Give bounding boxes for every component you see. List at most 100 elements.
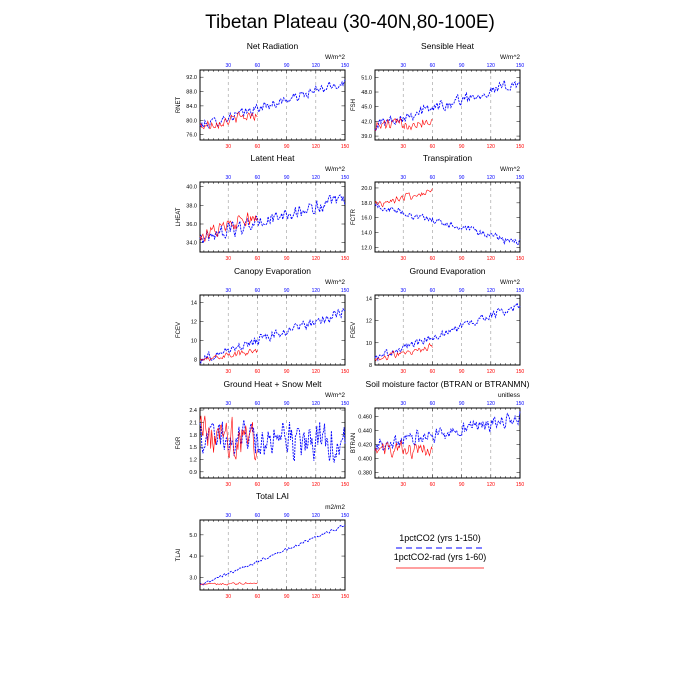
- x-tick-label-bottom: 150: [341, 369, 350, 375]
- series-line-1pctCO2: [199, 307, 346, 364]
- x-tick-label-bottom: 120: [487, 256, 496, 262]
- y-tick-label: 0.400: [358, 456, 372, 462]
- x-tick-label-top: 30: [225, 288, 231, 294]
- y-tick-label: 14.0: [361, 231, 372, 237]
- panel-title: Canopy Evaporation: [234, 266, 311, 276]
- x-tick-label-bottom: 150: [341, 482, 350, 488]
- x-tick-label-top: 120: [312, 175, 321, 181]
- y-tick-label: 1.2: [189, 457, 197, 463]
- y-tick-label: 76.0: [186, 133, 197, 139]
- y-axis-label: BTRAN: [351, 433, 357, 453]
- plot-frame: [374, 69, 521, 141]
- series-line-1pctCO2-rad: [374, 188, 433, 208]
- x-tick-label-bottom: 60: [255, 369, 261, 375]
- x-tick-label-bottom: 150: [516, 369, 525, 375]
- x-tick-label-bottom: 120: [312, 594, 321, 600]
- y-axis-label: FCTR: [351, 208, 357, 225]
- y-tick-label: 2.1: [189, 420, 197, 426]
- x-tick-label-bottom: 60: [255, 256, 261, 262]
- y-tick-label: 8: [194, 357, 197, 363]
- x-tick-label-bottom: 150: [341, 256, 350, 262]
- y-axis-label: LHEAT: [176, 207, 182, 226]
- y-tick-label: 39.0: [361, 134, 372, 140]
- x-tick-label-top: 150: [516, 175, 525, 181]
- x-tick-label-bottom: 30: [400, 256, 406, 262]
- x-tick-label-top: 90: [459, 288, 465, 294]
- y-tick-label: 0.460: [358, 414, 372, 420]
- x-tick-label-top: 150: [516, 401, 525, 407]
- plot-frame: [199, 519, 346, 591]
- x-tick-label-top: 120: [487, 175, 496, 181]
- y-tick-label: 0.440: [358, 428, 372, 434]
- x-tick-label-top: 60: [255, 401, 261, 407]
- x-tick-label-bottom: 30: [225, 256, 231, 262]
- y-tick-label: 0.380: [358, 470, 372, 476]
- x-tick-label-top: 90: [459, 63, 465, 69]
- x-tick-label-top: 90: [284, 401, 290, 407]
- x-tick-label-bottom: 90: [284, 482, 290, 488]
- plot-frame: [199, 69, 346, 141]
- series-line-1pctCO2: [199, 194, 346, 245]
- y-axis-label: TLAI: [176, 548, 182, 561]
- panel-units: W/m^2: [325, 166, 345, 173]
- y-tick-label: 84.0: [186, 104, 197, 110]
- x-tick-label-bottom: 150: [341, 144, 350, 150]
- x-tick-label-top: 120: [487, 63, 496, 69]
- y-axis-label: FGR: [176, 436, 182, 449]
- x-tick-label-bottom: 120: [312, 369, 321, 375]
- x-tick-label-top: 60: [430, 63, 436, 69]
- y-tick-label: 4.0: [189, 554, 197, 560]
- y-tick-label: 48.0: [361, 90, 372, 96]
- y-tick-label: 12.0: [361, 246, 372, 252]
- plot-frame: [199, 407, 346, 479]
- plot-frame: [374, 407, 521, 479]
- y-axis-label: FSH: [351, 99, 357, 111]
- x-tick-label-top: 120: [312, 63, 321, 69]
- panel-units: m2/m2: [325, 504, 345, 511]
- y-tick-label: 45.0: [361, 105, 372, 111]
- x-tick-label-top: 30: [225, 513, 231, 519]
- x-tick-label-bottom: 30: [400, 482, 406, 488]
- plot-frame: [374, 181, 521, 253]
- x-tick-label-bottom: 150: [516, 144, 525, 150]
- x-tick-label-bottom: 60: [255, 144, 261, 150]
- series-line-1pctCO2: [199, 419, 346, 463]
- panel-title: Soil moisture factor (BTRAN or BTRANMN): [366, 379, 530, 389]
- panel-units: W/m^2: [500, 54, 520, 61]
- plot-frame: [374, 294, 521, 366]
- y-tick-label: 0.9: [189, 470, 197, 476]
- x-tick-label-bottom: 30: [225, 594, 231, 600]
- x-tick-label-bottom: 120: [487, 482, 496, 488]
- series-line-1pctCO2: [374, 301, 521, 362]
- x-tick-label-top: 30: [400, 175, 406, 181]
- x-tick-label-bottom: 90: [459, 144, 465, 150]
- x-tick-label-bottom: 90: [284, 144, 290, 150]
- series-line-1pctCO2-rad: [199, 348, 258, 362]
- x-tick-label-bottom: 60: [430, 256, 436, 262]
- x-tick-label-top: 60: [255, 513, 261, 519]
- x-tick-label-top: 90: [284, 513, 290, 519]
- x-tick-label-bottom: 120: [312, 256, 321, 262]
- panel-title: Sensible Heat: [421, 41, 475, 51]
- series-line-1pctCO2-rad: [199, 415, 258, 461]
- chart-panel-4: Transpiration W/m^2 FCTR 30 30 60 60 90 90 120 120…: [351, 153, 524, 262]
- x-tick-label-top: 150: [516, 288, 525, 294]
- y-tick-label: 92.0: [186, 75, 197, 81]
- y-tick-label: 38.0: [186, 203, 197, 209]
- series-line-1pctCO2-rad: [374, 117, 433, 132]
- x-tick-label-bottom: 30: [225, 369, 231, 375]
- y-axis-label: FGEV: [351, 322, 357, 338]
- x-tick-label-top: 150: [341, 401, 350, 407]
- x-tick-label-top: 60: [255, 175, 261, 181]
- x-tick-label-top: 30: [225, 63, 231, 69]
- y-tick-label: 40.0: [186, 185, 197, 191]
- chart-panel-2: Sensible Heat W/m^2 FSH 30 30 60 60 90 90 120 120 1…: [351, 41, 524, 150]
- y-tick-label: 12: [191, 319, 197, 325]
- y-axis-label: FCEV: [176, 322, 182, 338]
- x-tick-label-top: 60: [430, 288, 436, 294]
- x-tick-label-top: 90: [284, 175, 290, 181]
- x-tick-label-top: 90: [459, 401, 465, 407]
- y-tick-label: 3.0: [189, 575, 197, 581]
- x-tick-label-top: 30: [400, 63, 406, 69]
